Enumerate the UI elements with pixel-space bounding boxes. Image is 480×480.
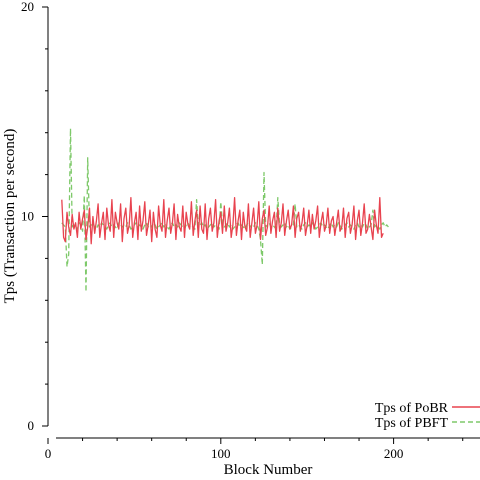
x-tick-label: 200 xyxy=(384,446,404,461)
y-tick-label: 20 xyxy=(21,0,34,14)
x-tick-label: 0 xyxy=(45,446,52,461)
legend-label-pbft: Tps of PBFT xyxy=(375,416,449,431)
y-tick-label: 0 xyxy=(28,418,35,433)
data-series xyxy=(61,127,389,293)
legend-label-pobr: Tps of PoBR xyxy=(375,401,449,416)
tick-marks xyxy=(42,6,464,444)
series-line-pobr xyxy=(61,196,384,245)
y-tick-label: 10 xyxy=(21,209,34,224)
x-axis-title: Block Number xyxy=(224,462,313,478)
y-axis-title: Tps (Transaction per second) xyxy=(2,129,18,304)
x-tick-label: 100 xyxy=(211,446,231,461)
